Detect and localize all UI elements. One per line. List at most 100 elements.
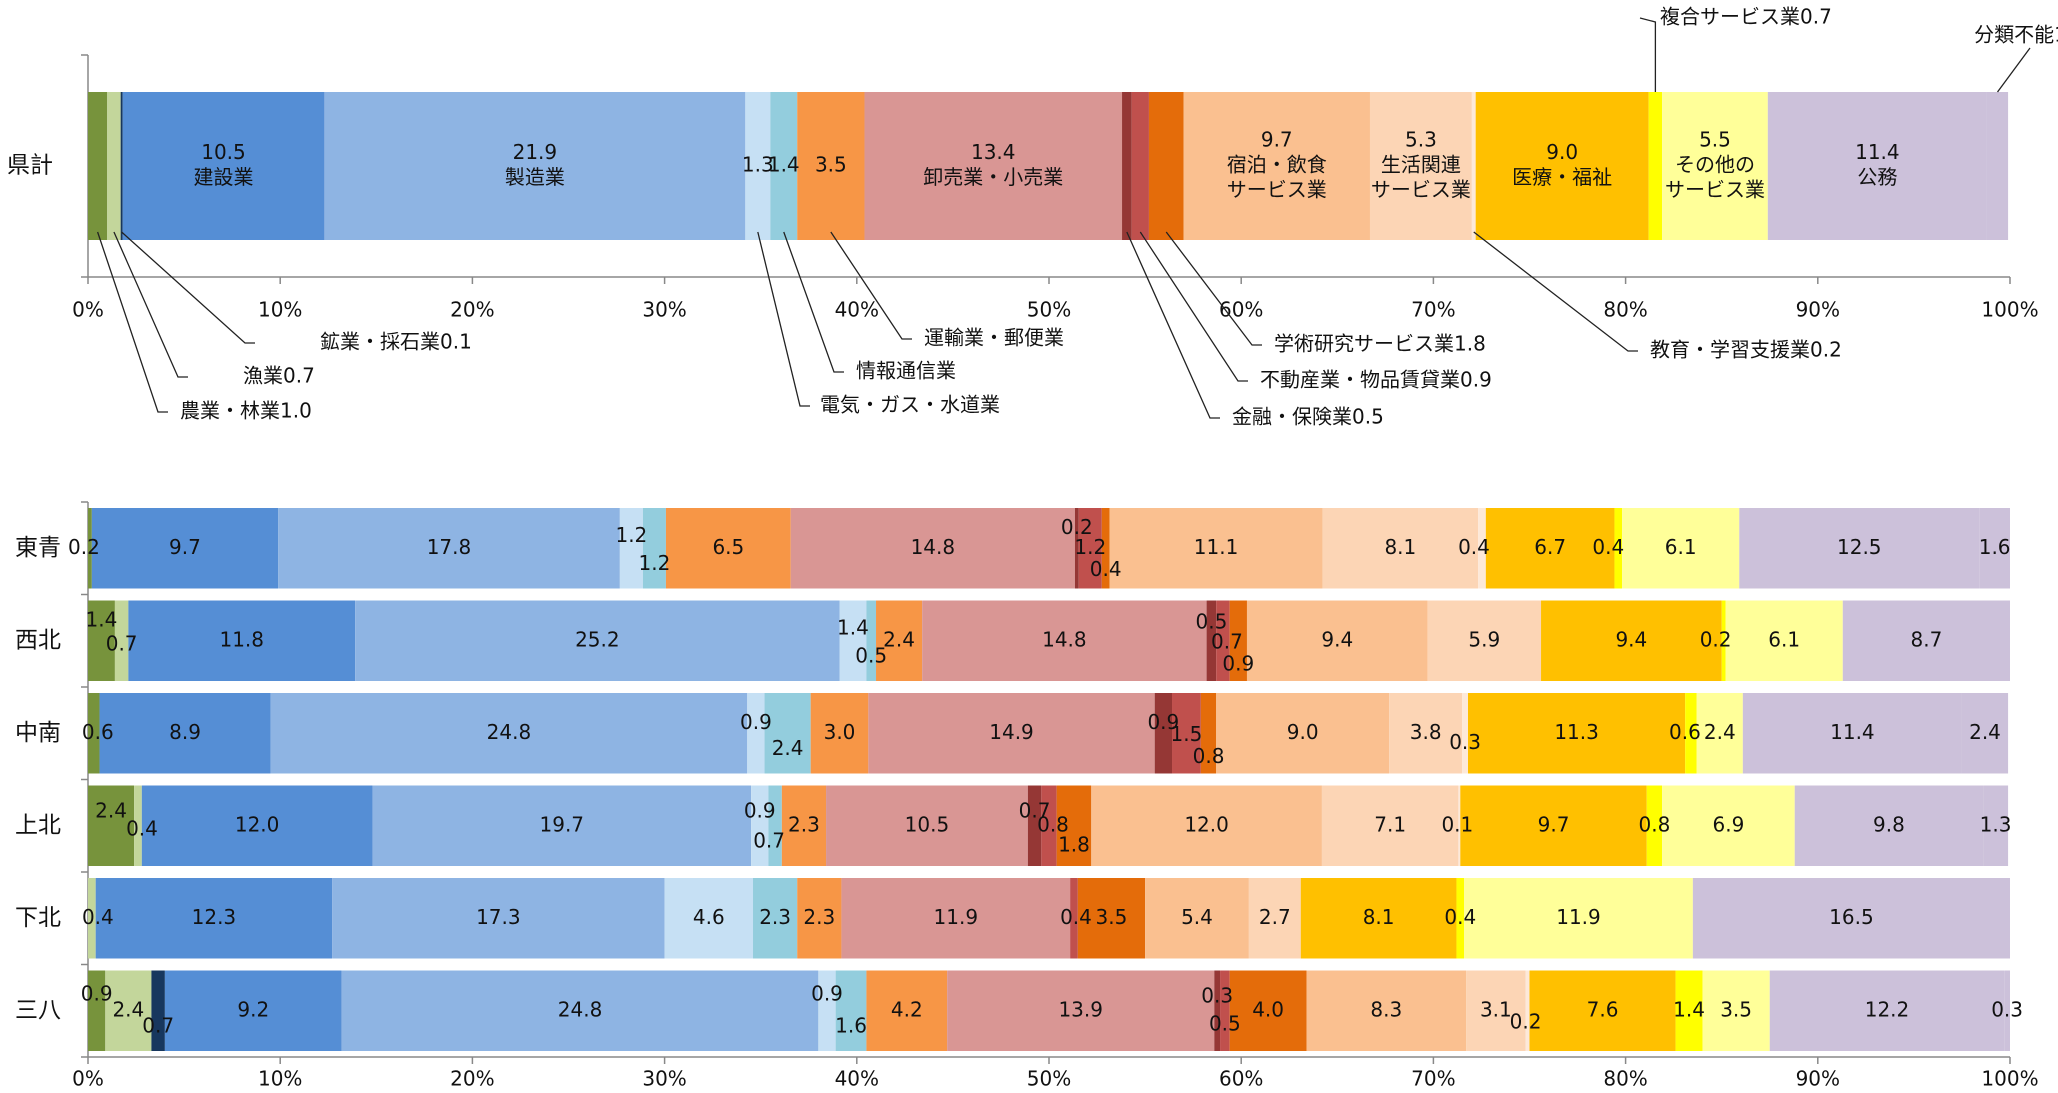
chart-2-bar-segment xyxy=(797,878,842,959)
chart-1-inside-label: 製造業 xyxy=(505,165,565,189)
chart-1-bar-segment xyxy=(1148,92,1184,240)
chart-1-bar-segment xyxy=(107,92,121,240)
chart-2-data-label: 1.4 xyxy=(837,615,869,639)
chart-1-bar-segment xyxy=(1369,92,1472,240)
chart-1-callout-leader xyxy=(1473,231,1638,352)
chart-2-data-label: 10.5 xyxy=(905,812,950,836)
chart-2-bar-segment xyxy=(1206,600,1217,681)
chart-1-inside-label: 1.3 xyxy=(742,153,774,177)
chart-2-bar-segment xyxy=(1675,970,1703,1051)
chart-1-prefecture-total: 0% 10% 20% 30% 40% 50% 60% 70% 80% 90% 100% 県計 10.5建… xyxy=(7,5,2058,429)
chart-1-bar-segment xyxy=(1471,92,1476,240)
chart-2-bar-segment xyxy=(151,970,165,1051)
chart-2-data-label: 9.4 xyxy=(1321,627,1353,651)
chart-2-data-label: 14.8 xyxy=(1042,627,1087,651)
chart-2-bar-segment xyxy=(1692,878,2010,959)
chart-2-data-label: 0.2 xyxy=(68,535,100,559)
chart-2-bar-segment xyxy=(1622,508,1740,589)
chart-2-data-label: 3.5 xyxy=(1720,997,1752,1021)
chart-2-bar-segment xyxy=(1172,693,1201,774)
chart-2-data-label: 0.9 xyxy=(1147,710,1179,734)
chart-1-x-tick-label: 10% xyxy=(258,298,302,322)
chart-2-bar-segment xyxy=(128,600,356,681)
chart-2-data-label: 0.9 xyxy=(744,798,776,822)
chart-2-bar-segment xyxy=(818,970,836,1051)
chart-1-callout-label: 鉱業・採石業0.1 xyxy=(320,330,472,354)
chart-2-data-label: 3.0 xyxy=(824,720,856,744)
chart-2-bar-segment xyxy=(1041,785,1057,866)
chart-1-callout-label: 漁業0.7 xyxy=(243,364,315,388)
chart-2-bar-segment xyxy=(1456,878,1465,959)
chart-2-data-label: 11.1 xyxy=(1194,535,1239,559)
chart-2-x-tick-label: 10% xyxy=(258,1067,302,1091)
chart-2-data-label: 5.4 xyxy=(1181,905,1213,929)
chart-2-data-label: 0.6 xyxy=(82,720,114,744)
chart-2-bar-segment xyxy=(164,970,342,1051)
chart-1-x-tick-label: 100% xyxy=(1981,298,2038,322)
chart-2-bar-segment xyxy=(1322,508,1479,589)
chart-2-bar-segment xyxy=(1842,600,2010,681)
chart-2-bar-segment xyxy=(88,878,96,959)
chart-2-bar-segment xyxy=(88,508,92,589)
chart-2-bar-segment xyxy=(1458,785,1461,866)
chart-2-category-label: 下北 xyxy=(15,905,61,931)
chart-2-x-tick-label: 100% xyxy=(1981,1067,2038,1091)
chart-1-x-tick-label: 80% xyxy=(1603,298,1647,322)
chart-2-data-label: 17.8 xyxy=(427,535,472,559)
chart-2-data-label: 0.7 xyxy=(142,1013,174,1037)
chart-2-data-label: 16.5 xyxy=(1829,905,1874,929)
chart-2-bar-segment xyxy=(1983,785,2009,866)
chart-2-data-label: 1.3 xyxy=(1980,812,2012,836)
chart-2-data-label: 1.2 xyxy=(639,551,671,575)
chart-1-callout-label: 金融・保険業0.5 xyxy=(1232,405,1384,429)
chart-1-callout-leader xyxy=(96,231,168,413)
chart-2-bar-segment xyxy=(1702,970,1770,1051)
chart-2-data-label: 14.8 xyxy=(911,535,956,559)
chart-2-data-label: 3.5 xyxy=(1096,905,1128,929)
chart-2-x-tick-label: 90% xyxy=(1796,1067,1840,1091)
chart-2-data-label: 4.0 xyxy=(1252,997,1284,1021)
chart-2-data-label: 1.4 xyxy=(86,607,118,631)
chart-1-inside-label: 5.5 xyxy=(1699,128,1731,152)
chart-2-data-label: 2.7 xyxy=(1259,905,1291,929)
chart-1-callout-label: 教育・学習支援業0.2 xyxy=(1650,338,1842,362)
chart-2-bar-segment xyxy=(1462,693,1468,774)
chart-2-bar-segment xyxy=(642,508,666,589)
chart-2-bar-segment xyxy=(1739,508,1980,589)
chart-2-data-label: 2.3 xyxy=(759,905,791,929)
chart-2-data-label: 9.8 xyxy=(1873,812,1905,836)
chart-1-callout-leader xyxy=(1126,231,1220,419)
chart-1-callout-leader xyxy=(1165,231,1262,346)
chart-2-data-label: 2.4 xyxy=(1704,720,1736,744)
chart-2-data-label: 1.5 xyxy=(1171,722,1203,746)
chart-2-data-label: 1.2 xyxy=(1074,535,1106,559)
chart-1-inside-label: 生活関連 xyxy=(1381,153,1461,177)
chart-2-data-label: 0.7 xyxy=(1211,629,1243,653)
chart-2-bar-segment xyxy=(1742,693,1962,774)
chart-1-inside-label: 9.0 xyxy=(1546,140,1578,164)
chart-2-data-label: 0.9 xyxy=(740,710,772,734)
chart-1-inside-label: 5.3 xyxy=(1405,128,1437,152)
chart-2-data-label: 0.9 xyxy=(811,981,843,1005)
chart-2-bar-segment xyxy=(1464,878,1693,959)
chart-2-bar-segment xyxy=(1696,693,1743,774)
chart-1-bar-segment xyxy=(120,92,123,240)
chart-1-bar-segment xyxy=(1475,92,1649,240)
chart-1-x-tick-label: 40% xyxy=(835,298,879,322)
chart-1-callout-leader xyxy=(783,231,844,373)
chart-2-bar-segment xyxy=(1091,785,1322,866)
chart-2-x-tick-label: 0% xyxy=(72,1067,104,1091)
chart-1-x-tick-label: 0% xyxy=(72,298,104,322)
chart-1-inside-label: 建設業 xyxy=(194,165,254,189)
chart-1-inside-label: 卸売業・小売業 xyxy=(923,165,1063,189)
chart-2-bar-segment xyxy=(1979,508,2010,589)
chart-1-x-tick-label: 30% xyxy=(642,298,686,322)
chart-2-bar-segment xyxy=(88,785,135,866)
chart-2-x-tick-label: 30% xyxy=(642,1067,686,1091)
chart-2-data-label: 0.8 xyxy=(1639,812,1671,836)
chart-2-x-tick-label: 70% xyxy=(1411,1067,1455,1091)
chart-1-x-tick-label: 90% xyxy=(1796,298,1840,322)
chart-2-data-label: 2.3 xyxy=(803,905,835,929)
chart-1-callout-label: 運輸業・郵便業 xyxy=(924,326,1064,350)
chart-1-category-label: 県計 xyxy=(7,153,53,179)
